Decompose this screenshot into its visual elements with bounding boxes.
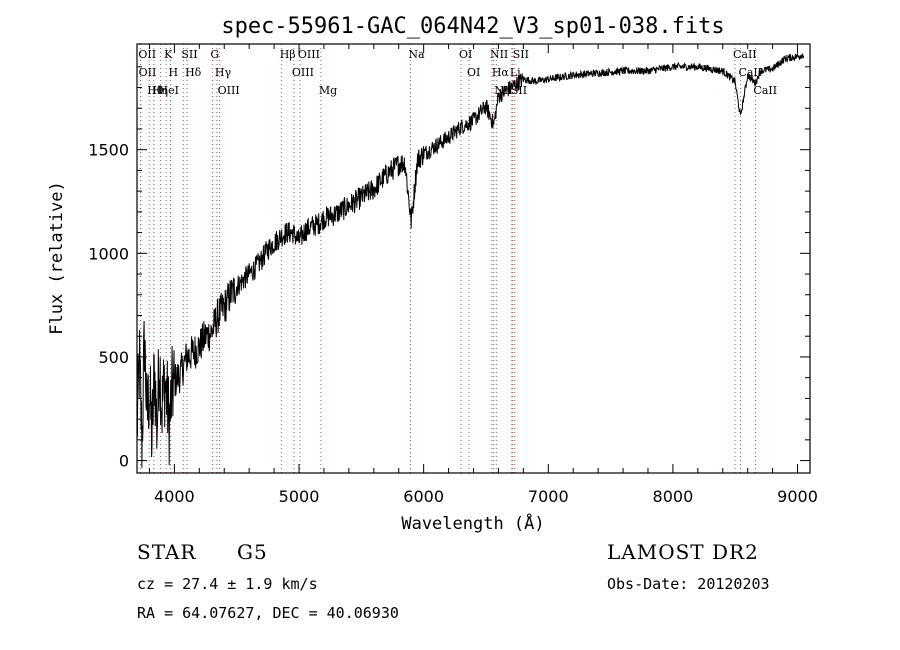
observation-date: Obs-Date: 20120203 [607, 575, 770, 593]
line-marker-label: H [169, 66, 179, 79]
line-marker-label: Hγ [215, 66, 232, 79]
y-tick-label: 0 [119, 452, 129, 471]
line-marker-label: CaII [738, 66, 762, 79]
line-marker-label: Na [408, 48, 425, 61]
line-marker-label: Li [510, 66, 521, 79]
spectrum-plot [136, 51, 805, 468]
x-tick-label: 9000 [777, 487, 818, 506]
x-tick-label: 5000 [279, 487, 320, 506]
x-axis-label: Wavelength (Å) [401, 512, 544, 534]
line-marker-label: NII [490, 48, 508, 61]
line-marker-label: OII [139, 66, 157, 79]
line-marker-label: CaII [753, 84, 777, 97]
line-marker-label: Hβ [280, 48, 296, 61]
x-tick-label: 4000 [154, 487, 195, 506]
line-marker-label: SII [181, 48, 197, 61]
spectrum-line [136, 51, 805, 468]
redshift-text: cz = 27.4 ± 1.9 km/s [137, 575, 318, 593]
line-marker-label: CaII [733, 48, 757, 61]
coordinates-text: RA = 64.07627, DEC = 40.06930 [137, 604, 399, 622]
emission-line-markers: OIIOIIHθHηHeIKHSIIHδGHγOIIIHβOIIIOIIIMgN… [138, 44, 777, 473]
line-marker-label: OI [467, 66, 480, 79]
object-subclass: G5 [237, 540, 268, 564]
plot-frame [136, 43, 811, 474]
line-marker-label: G [210, 48, 219, 61]
axis-ticks: 4000 5000 6000 7000 8000 9000 0 500 1000 1500 [88, 44, 818, 506]
line-marker-label: HeI [159, 84, 179, 97]
line-marker-label: OIII [298, 48, 320, 61]
line-marker-label: Hα [492, 66, 510, 79]
line-marker-label: OI [459, 48, 472, 61]
survey-name: LAMOST DR2 [607, 540, 759, 564]
chart-title: spec-55961-GAC_064N42_V3_sp01-038.fits [221, 14, 724, 39]
line-marker-label: Hθ [147, 84, 164, 97]
line-marker-label: Hδ [185, 66, 202, 79]
x-tick-label: 7000 [528, 487, 569, 506]
line-marker-label: Hη [152, 84, 168, 97]
line-marker-label: Mg [319, 84, 337, 97]
y-tick-label: 500 [98, 348, 129, 367]
line-marker-label: OIII [292, 66, 314, 79]
object-type: STAR [137, 540, 197, 564]
y-tick-label: 1000 [88, 244, 129, 263]
y-axis-label: Flux (relative) [47, 181, 67, 335]
x-tick-label: 8000 [653, 487, 694, 506]
x-tick-label: 6000 [403, 487, 444, 506]
y-tick-label: 1500 [88, 141, 129, 160]
line-marker-label: OII [138, 48, 156, 61]
line-marker-label: SII [513, 48, 529, 61]
line-marker-label: K [164, 48, 173, 61]
line-marker-label: OIII [218, 84, 240, 97]
